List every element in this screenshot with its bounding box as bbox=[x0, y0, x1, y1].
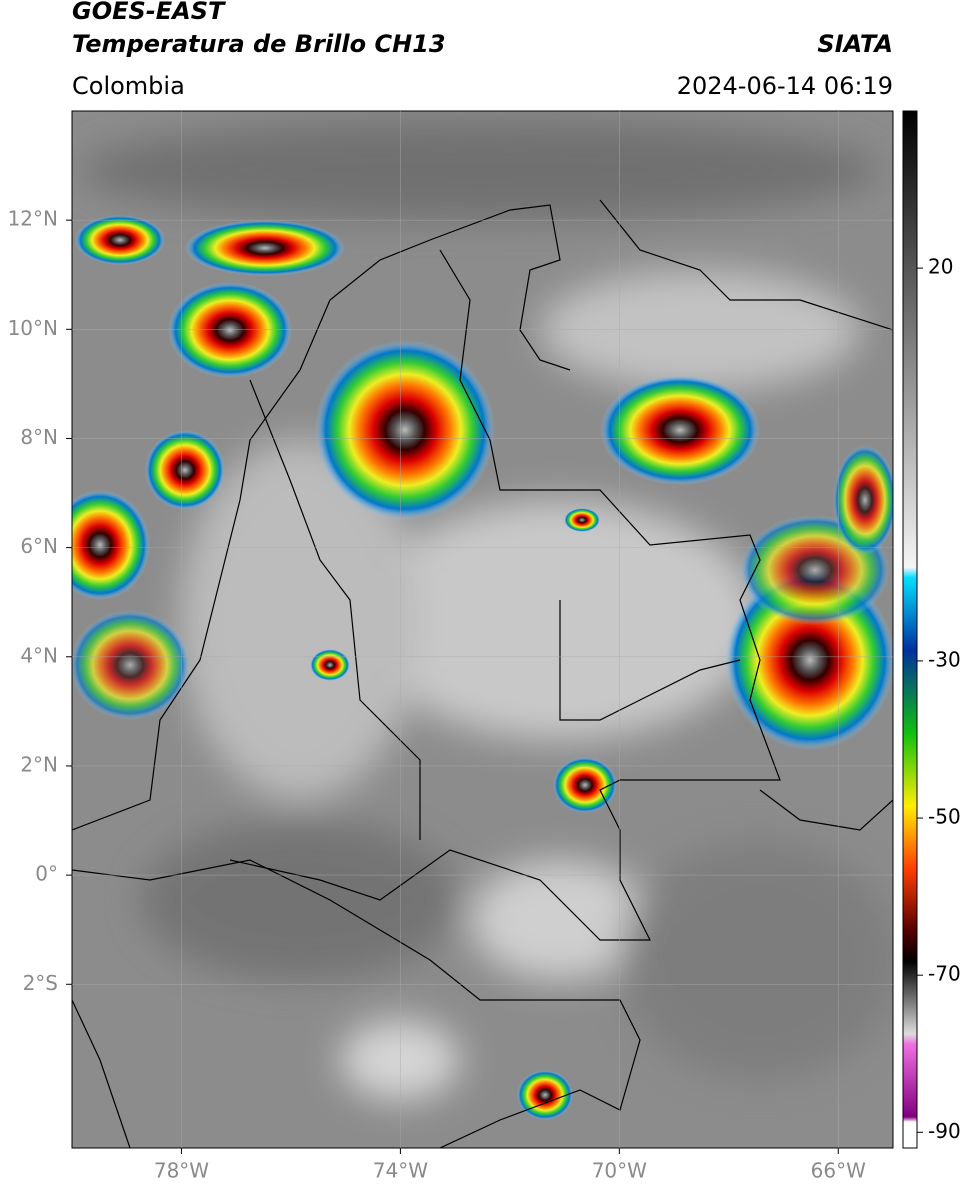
x-tick-label: 78°W bbox=[154, 1159, 209, 1183]
y-tick-label: 2°N bbox=[20, 752, 58, 776]
datetime: 2024-06-14 06:19 bbox=[677, 72, 893, 100]
y-tick-label: 8°N bbox=[20, 425, 58, 449]
y-tick-label: 2°S bbox=[23, 971, 58, 995]
region: Colombia bbox=[72, 72, 185, 100]
y-tick-label: 4°N bbox=[20, 643, 58, 667]
colorbar-label: -30 bbox=[928, 647, 961, 671]
y-tick-label: 0° bbox=[35, 862, 58, 886]
storms bbox=[72, 215, 893, 1120]
colorbar-label: -70 bbox=[928, 962, 961, 986]
colorbar-label: 20 bbox=[928, 255, 953, 279]
x-tick-label: 74°W bbox=[373, 1159, 428, 1183]
colorbar-label: -50 bbox=[928, 805, 961, 829]
imagery bbox=[72, 111, 893, 1148]
colorbar bbox=[902, 110, 918, 1149]
y-tick-label: 6°N bbox=[20, 534, 58, 558]
title: GOES-EAST bbox=[72, 0, 226, 25]
source: SIATA bbox=[817, 30, 893, 58]
map-frame bbox=[71, 110, 894, 1149]
subtitle: Temperatura de Brillo CH13 bbox=[72, 30, 446, 58]
colorbar-label: -90 bbox=[928, 1119, 961, 1143]
borders bbox=[72, 199, 893, 1148]
x-tick-label: 66°W bbox=[811, 1159, 866, 1183]
x-tick-label: 70°W bbox=[592, 1159, 647, 1183]
y-tick-label: 10°N bbox=[8, 316, 58, 340]
y-tick-label: 12°N bbox=[8, 207, 58, 231]
